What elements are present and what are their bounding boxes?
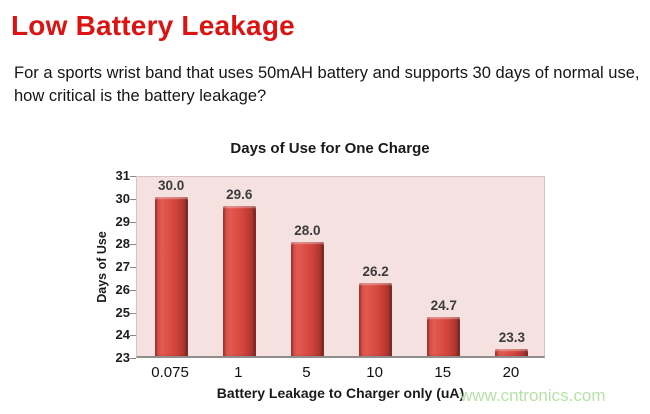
y-tick-mark (130, 176, 136, 177)
x-tick-label: 20 (502, 364, 520, 381)
bar-5 (290, 242, 324, 356)
y-tick-mark (130, 221, 136, 223)
question-text: For a sports wrist band that uses 50mAH … (14, 64, 640, 106)
y-tick-label: 31 (115, 168, 130, 183)
x-tick-label: 5 (302, 364, 311, 381)
x-tick-label: 0.075 (151, 364, 189, 381)
x-tick-label: 15 (434, 364, 452, 381)
y-tick-mark (130, 267, 136, 268)
bar-0.075 (154, 196, 188, 356)
bar-value-label: 30.0 (157, 177, 185, 193)
watermark: www.cntronics.com (460, 386, 606, 405)
y-tick-label: 27 (115, 259, 130, 274)
y-tick-mark (130, 198, 136, 200)
bar-value-label: 26.2 (362, 264, 389, 280)
bar-20 (495, 349, 529, 356)
y-tick-mark (130, 289, 136, 291)
y-tick-label: 29 (115, 213, 130, 229)
y-tick-label: 25 (115, 304, 130, 320)
bar-10 (359, 283, 393, 356)
plot-area: 30.0 29.6 28.0 26.2 24.7 23.3 (136, 176, 545, 358)
bar-value-label: 24.7 (430, 298, 457, 314)
y-tick-mark (130, 335, 136, 337)
bar-1 (222, 205, 256, 356)
y-tick-label: 26 (115, 281, 130, 297)
chart-title: Days of Use for One Charge (230, 140, 430, 157)
x-tick-label: 10 (366, 364, 383, 381)
y-tick-mark (130, 358, 136, 359)
y-tick-label: 23 (115, 350, 130, 365)
y-tick-label: 24 (115, 327, 130, 343)
bar-15 (427, 317, 461, 356)
bar-value-label: 23.3 (498, 330, 526, 346)
x-tick-label: 1 (234, 364, 243, 381)
bar-value-label: 29.6 (226, 186, 253, 202)
y-tick-label: 30 (115, 190, 130, 206)
y-tick-label: 28 (115, 236, 130, 252)
bar-value-label: 28.0 (294, 223, 321, 239)
x-axis-title: Battery Leakage to Charger only (uA) (216, 385, 465, 401)
y-tick-mark (130, 244, 136, 246)
page-title: Low Battery Leakage (11, 10, 295, 41)
y-tick-mark (130, 312, 136, 314)
